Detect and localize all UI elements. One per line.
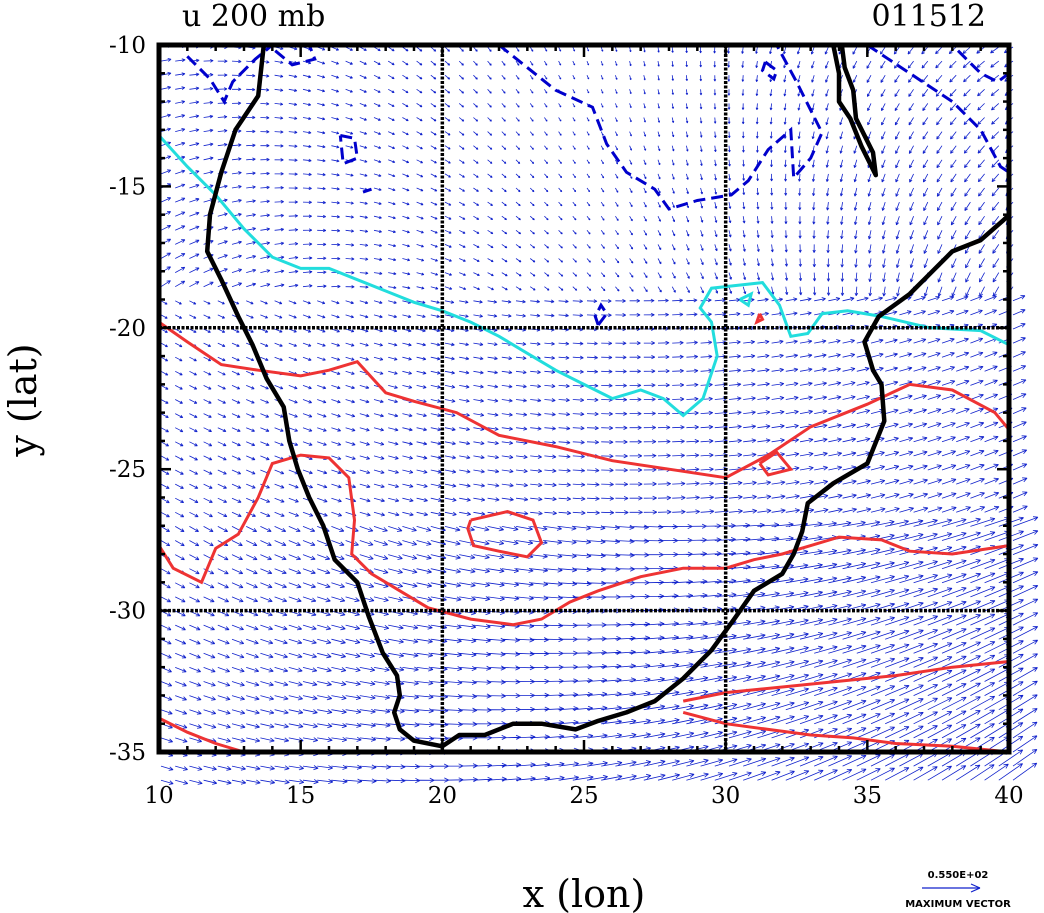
negative-contour xyxy=(498,43,824,211)
x-tick-label: 40 xyxy=(994,783,1023,809)
max-vector-label: MAXIMUM VECTOR xyxy=(905,899,1011,910)
positive-contour xyxy=(758,450,794,477)
positive-contour xyxy=(682,710,1010,754)
negative-contour xyxy=(362,187,372,194)
negative-contour xyxy=(866,43,1010,174)
x-tick-label: 30 xyxy=(711,783,740,809)
negative-contour xyxy=(274,44,317,67)
positive-contour xyxy=(157,453,1010,627)
negative-contour xyxy=(593,302,609,326)
x-tick-label: 35 xyxy=(853,783,882,809)
max-vector-legend: 0.550E+02 MAXIMUM VECTOR xyxy=(905,870,1011,910)
positive-contour xyxy=(158,320,1011,480)
negative-contour xyxy=(760,60,779,82)
coastline xyxy=(204,44,1011,749)
zero-contour xyxy=(157,134,1010,418)
max-vector-value: 0.550E+02 xyxy=(928,870,989,881)
coastline-africa xyxy=(204,44,1011,749)
y-tick-label: -15 xyxy=(109,174,146,200)
negative-contour xyxy=(186,43,274,105)
y-axis-label: y (lat) xyxy=(1,343,45,457)
chart-title-left: u 200 mb xyxy=(182,0,325,34)
positive-contour xyxy=(466,510,544,559)
positive-contour xyxy=(754,313,765,326)
y-tick-label: -10 xyxy=(109,33,146,59)
chart-title-right: 011512 xyxy=(871,0,986,34)
positive-contour xyxy=(158,716,245,754)
x-tick-label: 25 xyxy=(569,783,598,809)
x-tick-label: 20 xyxy=(428,783,457,809)
y-tick-label: -25 xyxy=(109,457,146,483)
positive-contour xyxy=(682,660,1010,703)
x-axis-label: x (lon) xyxy=(523,872,646,913)
y-tick-label: -35 xyxy=(109,740,146,766)
x-tick-label: 10 xyxy=(144,783,173,809)
y-tick-label: -20 xyxy=(109,316,146,342)
max-vector-arrowhead xyxy=(970,883,981,893)
negative-contour xyxy=(956,49,1010,84)
axis-ticks: 10 15 20 25 30 35 40 -10 -15 -20 -25 -30 -35 xyxy=(109,33,1024,809)
gridlines xyxy=(159,45,1009,752)
negative-contour xyxy=(338,134,359,166)
zero-contour xyxy=(738,291,754,308)
y-tick-label: -30 xyxy=(109,599,146,625)
x-tick-label: 15 xyxy=(286,783,315,809)
coastline-lake xyxy=(831,44,879,178)
